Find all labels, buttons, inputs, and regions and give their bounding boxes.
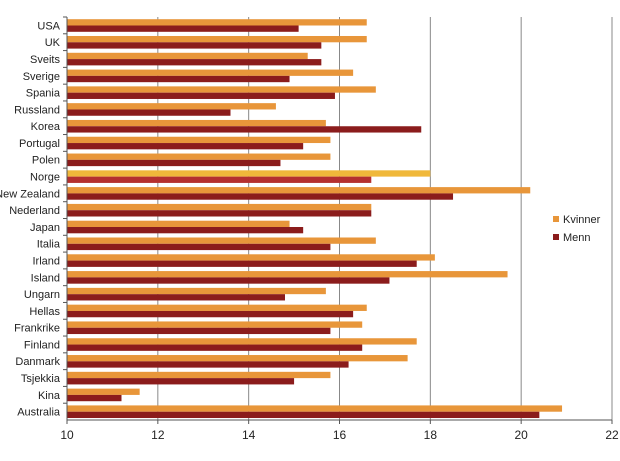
bar-kvinner: [67, 119, 326, 127]
y-tick-label: Island: [31, 272, 60, 284]
bar-kvinner: [67, 371, 331, 379]
bar-kvinner: [67, 187, 531, 194]
x-tick-label: 22: [605, 428, 619, 442]
y-tick-label: Hellas: [29, 306, 60, 318]
y-tick-label: Japan: [30, 222, 60, 234]
bar-menn: [67, 411, 540, 419]
x-tick-label: 20: [514, 428, 528, 442]
y-tick-label: Norge: [30, 172, 60, 184]
bar-kvinner: [67, 19, 367, 26]
bar-menn: [67, 143, 304, 150]
y-tick-label: Polen: [32, 155, 60, 167]
bar-menn: [67, 193, 454, 200]
x-tick-label: 12: [151, 428, 165, 442]
bar-kvinner: [67, 220, 290, 227]
bar-kvinner: [67, 321, 363, 328]
x-tick-label: 18: [424, 428, 438, 442]
legend-swatch: [553, 234, 559, 240]
bar-menn: [67, 310, 354, 318]
bar-kvinner: [67, 86, 376, 93]
y-tick-label: Danmark: [15, 356, 60, 368]
bars: [67, 19, 563, 419]
y-tick-label: Sveits: [30, 54, 60, 66]
y-tick-label: Australia: [17, 407, 61, 419]
bar-menn: [67, 92, 335, 99]
y-tick-label: UK: [45, 37, 61, 49]
bar-menn: [67, 126, 422, 133]
bar-kvinner: [67, 388, 140, 395]
bar-menn: [67, 227, 304, 234]
bar-kvinner: [67, 203, 372, 211]
bar-kvinner: [67, 355, 408, 362]
bar-kvinner: [67, 52, 308, 60]
bar-menn: [67, 344, 363, 351]
bar-kvinner: [67, 170, 431, 177]
bar-menn: [67, 327, 331, 335]
y-tick-label: Ungarn: [24, 289, 60, 301]
bar-kvinner: [67, 271, 508, 278]
bar-kvinner: [67, 69, 354, 76]
y-tick-label: Tsjekkia: [21, 373, 61, 385]
bar-kvinner: [67, 405, 563, 412]
bar-menn: [67, 361, 349, 368]
y-tick-label: Russland: [14, 104, 60, 116]
y-tick-label: Frankrike: [14, 323, 60, 335]
legend: Kvinner Menn: [553, 214, 601, 244]
bar-kvinner: [67, 35, 367, 43]
bar-menn: [67, 59, 322, 66]
y-tick-label: Spania: [26, 88, 61, 100]
y-tick-label: USA: [37, 20, 60, 32]
y-tick-label: Finland: [24, 339, 60, 351]
y-tick-label: Korea: [31, 121, 61, 133]
legend-label: Menn: [563, 232, 591, 244]
bar-menn: [67, 378, 295, 385]
y-tick-label: Portugal: [19, 138, 60, 150]
bar-kvinner: [67, 237, 376, 244]
bar-menn: [67, 243, 331, 251]
bar-menn: [67, 294, 285, 301]
bar-menn: [67, 176, 372, 183]
gridlines: [157, 17, 613, 420]
legend-label: Kvinner: [563, 214, 601, 226]
y-tick-label: Sverige: [23, 71, 60, 83]
bar-kvinner: [67, 338, 417, 345]
bar-kvinner: [67, 287, 326, 295]
bar-kvinner: [67, 153, 331, 160]
legend-swatch: [553, 216, 559, 222]
y-tick-label: Nederland: [9, 205, 60, 217]
y-tick-label: Irland: [32, 255, 60, 267]
x-tick-label: 16: [333, 428, 347, 442]
bar-menn: [67, 260, 417, 267]
y-tick-label: Kina: [38, 390, 61, 402]
bar-menn: [67, 42, 322, 49]
axes: 10 12 14 16 18 20 22 USA UK Sveits Sverige Spania Ru…: [0, 16, 619, 442]
bar-menn: [67, 394, 122, 402]
bar-menn: [67, 210, 372, 217]
bar-menn: [67, 277, 390, 284]
bar-kvinner: [67, 136, 331, 144]
bar-menn: [67, 75, 290, 83]
bar-menn: [67, 159, 281, 167]
bar-menn: [67, 109, 231, 116]
bar-kvinner: [67, 304, 367, 311]
bar-menn: [67, 25, 299, 32]
x-tick-label: 14: [242, 428, 256, 442]
bar-kvinner: [67, 103, 276, 110]
y-tick-label: Italia: [37, 239, 61, 251]
y-tick-label: New Zealand: [0, 188, 60, 200]
x-tick-label: 10: [60, 428, 74, 442]
bar-kvinner: [67, 254, 435, 261]
